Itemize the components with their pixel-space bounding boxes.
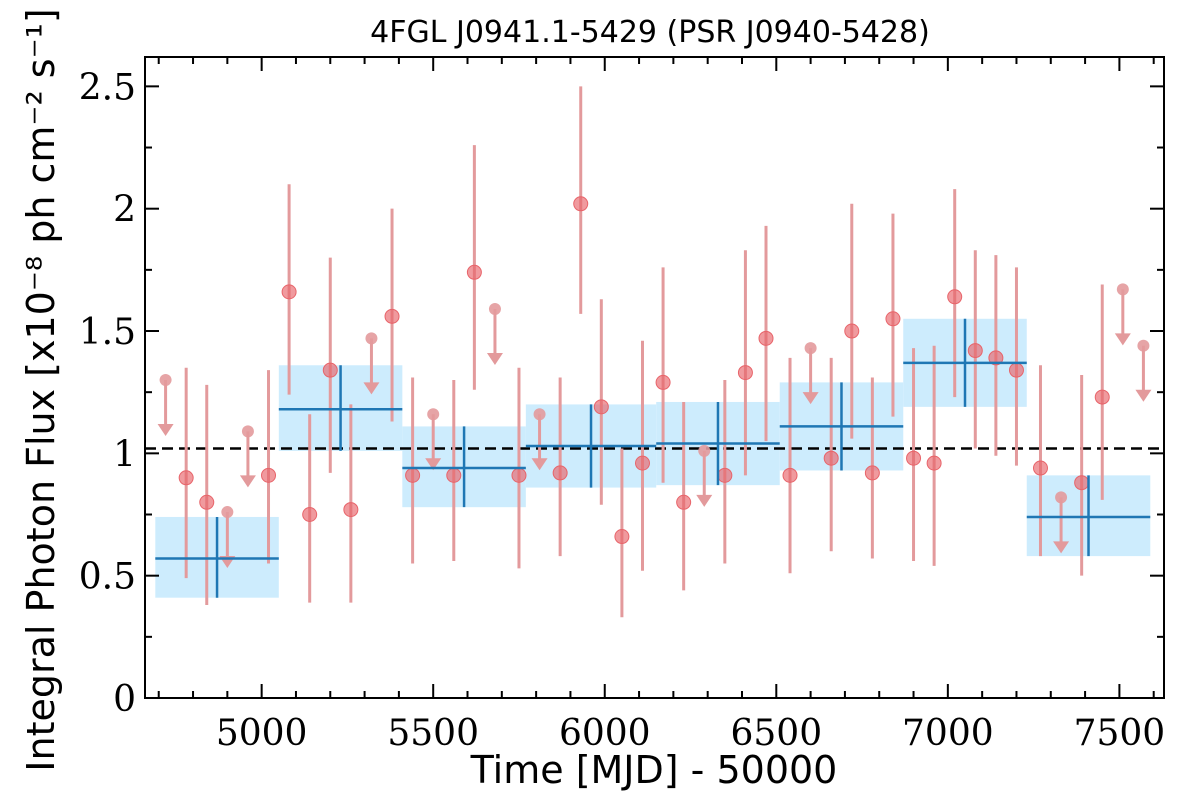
data-point bbox=[634, 455, 650, 471]
data-point bbox=[717, 467, 733, 483]
data-point bbox=[758, 330, 774, 346]
data-point bbox=[405, 467, 421, 483]
upper-limit-arrow bbox=[696, 494, 713, 507]
upper-limit-arrow bbox=[425, 458, 442, 471]
data-point bbox=[823, 450, 839, 466]
data-point bbox=[1094, 389, 1110, 405]
y-tick-label: 1 bbox=[113, 434, 136, 475]
x-tick-label: 5000 bbox=[216, 713, 308, 754]
data-point bbox=[988, 350, 1004, 366]
upper-limit-arrow bbox=[1135, 389, 1152, 402]
data-point bbox=[552, 465, 568, 481]
data-point bbox=[1032, 460, 1048, 476]
plot-frame bbox=[144, 56, 1165, 699]
chart-title: 4FGL J0941.1-5429 (PSR J0940-5428) bbox=[370, 15, 930, 50]
y-tick-label: 2.5 bbox=[79, 67, 136, 108]
upper-limit-arrow bbox=[239, 475, 256, 488]
y-tick-label: 2 bbox=[113, 190, 136, 231]
y-tick-label: 0.5 bbox=[79, 557, 136, 598]
data-point bbox=[655, 374, 671, 390]
upper-limit-marker bbox=[804, 342, 817, 355]
x-tick-label: 5500 bbox=[387, 713, 479, 754]
data-point bbox=[737, 365, 753, 381]
upper-limit-marker bbox=[427, 408, 440, 421]
upper-limit-arrow bbox=[1114, 333, 1131, 346]
data-point bbox=[844, 323, 860, 339]
data-point bbox=[1008, 362, 1024, 378]
x-tick-label: 6000 bbox=[559, 713, 651, 754]
data-point bbox=[446, 467, 462, 483]
data-point bbox=[676, 494, 692, 510]
x-axis-title: Time [MJD] - 50000 bbox=[470, 748, 838, 792]
upper-limit-marker bbox=[533, 408, 546, 421]
upper-limit-marker bbox=[221, 506, 234, 519]
upper-limit-arrow bbox=[1053, 541, 1070, 554]
upper-limit-marker bbox=[488, 302, 501, 315]
data-point bbox=[178, 470, 194, 486]
upper-limit-marker bbox=[1116, 283, 1129, 296]
data-point bbox=[322, 362, 338, 378]
upper-limit-arrow bbox=[486, 352, 503, 365]
upper-limit-arrow bbox=[531, 458, 548, 471]
data-point bbox=[343, 502, 359, 518]
x-tick-label: 7500 bbox=[1074, 713, 1166, 754]
upper-limit-marker bbox=[365, 332, 378, 345]
upper-limit-marker bbox=[698, 444, 711, 457]
y-tick-label: 1.5 bbox=[79, 312, 136, 353]
y-tick-label: 0 bbox=[113, 679, 136, 720]
upper-limit-marker bbox=[1137, 339, 1150, 352]
data-point bbox=[573, 196, 589, 212]
upper-limit-arrow bbox=[363, 382, 380, 395]
data-point bbox=[302, 507, 318, 523]
data-point bbox=[864, 465, 880, 481]
data-point bbox=[906, 450, 922, 466]
upper-limit-arrow bbox=[157, 423, 174, 436]
data-point bbox=[947, 289, 963, 305]
data-point bbox=[511, 467, 527, 483]
bin-crosses bbox=[155, 318, 1151, 598]
upper-limit-marker bbox=[241, 425, 254, 438]
flux-points bbox=[157, 86, 1152, 618]
data-point bbox=[593, 399, 609, 415]
data-point bbox=[1074, 475, 1090, 491]
data-point bbox=[384, 308, 400, 324]
data-point bbox=[967, 343, 983, 359]
upper-limit-arrow bbox=[802, 392, 819, 405]
data-point bbox=[466, 264, 482, 280]
upper-limit-marker bbox=[1055, 491, 1068, 504]
x-tick-label: 7000 bbox=[902, 713, 994, 754]
x-axis-ticks: 5000 5500 6000 6500 7000 7500 bbox=[157, 57, 1166, 754]
data-point bbox=[281, 284, 297, 300]
y-axis-title: Integral Photon Flux [x10⁻⁸ ph cm⁻² s⁻¹] bbox=[19, 8, 63, 771]
data-point bbox=[885, 311, 901, 327]
x-tick-label: 6500 bbox=[730, 713, 822, 754]
data-point bbox=[199, 494, 215, 510]
data-point bbox=[614, 529, 630, 545]
upper-limit-marker bbox=[159, 373, 172, 386]
data-point bbox=[261, 467, 277, 483]
data-point bbox=[782, 467, 798, 483]
data-point bbox=[926, 455, 942, 471]
y-axis-ticks: 0 0.5 1 1.5 2 2.5 bbox=[79, 67, 1164, 720]
